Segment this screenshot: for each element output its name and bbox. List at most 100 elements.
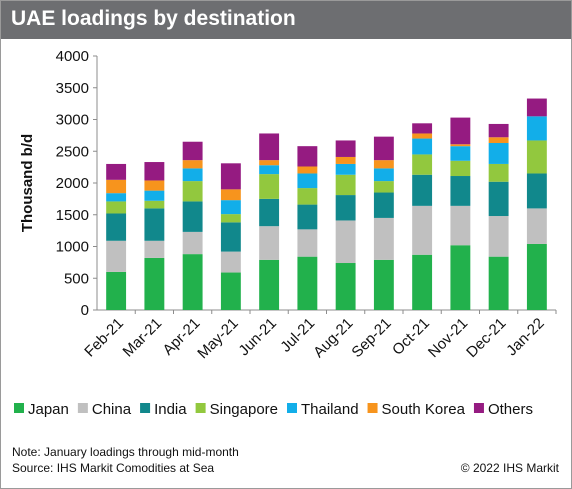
bar-segment-japan [526, 243, 547, 310]
bar-segment-singapore [182, 181, 203, 202]
copyright-text: © 2022 IHS Markit [460, 461, 559, 475]
bar-segment-china [106, 240, 127, 272]
bar-segment-japan [335, 263, 356, 310]
x-tick-label: Nov-21 [425, 315, 471, 361]
bar-segment-china [144, 240, 165, 258]
bar-segment-others [412, 123, 433, 134]
bar-segment-thailand [182, 168, 203, 182]
bar-segment-others [450, 117, 471, 145]
bar-segment-others [182, 141, 203, 161]
bar-segment-others [373, 136, 394, 161]
legend-label: Thailand [301, 401, 359, 418]
bar-segment-south-korea [220, 189, 241, 201]
x-tick-label: May-21 [194, 315, 241, 362]
bar-segment-china [335, 220, 356, 264]
bar-segment-japan [297, 256, 318, 310]
y-tick-label: 3500 [56, 80, 89, 97]
bar-segment-india [182, 201, 203, 232]
x-tick-label: Oct-21 [389, 315, 433, 359]
x-tick-label: Jan-22 [503, 315, 547, 359]
bar-segment-south-korea [412, 133, 433, 139]
bar-segment-south-korea [488, 137, 509, 143]
x-tick-label: Mar-21 [120, 315, 166, 361]
bar-segment-thailand [220, 200, 241, 215]
bar-segment-japan [259, 259, 280, 310]
y-tick-label: 500 [64, 270, 89, 287]
bar-segment-japan [144, 257, 165, 310]
bar-segment-india [220, 222, 241, 252]
bar-segment-china [488, 216, 509, 257]
x-tick-label: Dec-21 [463, 315, 509, 361]
bar-segment-thailand [144, 190, 165, 201]
bar-segment-india [450, 176, 471, 206]
bar-segment-japan [450, 245, 471, 310]
bar-segment-china [450, 205, 471, 246]
footnote: Note: January loadings through mid-month [12, 445, 239, 459]
legend-swatch [473, 403, 484, 413]
bar-segment-india [106, 213, 127, 241]
bar-segment-china [297, 229, 318, 257]
bar-segment-singapore [412, 154, 433, 175]
legend-label: Singapore [210, 401, 278, 418]
bar-segment-south-korea [297, 166, 318, 174]
bar-segment-others [488, 123, 509, 138]
bar-segment-india [144, 208, 165, 241]
bar-segment-japan [106, 271, 127, 310]
bar-segment-japan [220, 272, 241, 310]
bar-segment-singapore [526, 140, 547, 174]
bar-segment-others [220, 163, 241, 190]
bar-segment-thailand [373, 168, 394, 182]
y-tick-label: 2500 [56, 143, 89, 160]
bar-segment-singapore [259, 174, 280, 199]
bar-segment-china [182, 231, 203, 255]
bar-segment-india [488, 181, 509, 217]
y-tick-label: 4000 [56, 48, 89, 65]
bar-segment-thailand [488, 142, 509, 164]
bar-segment-thailand [412, 138, 433, 155]
legend-label: India [154, 401, 187, 418]
bar-segment-india [373, 192, 394, 218]
legend-swatch [287, 403, 297, 413]
bar-segment-others [144, 162, 165, 181]
bar-segment-south-korea [259, 160, 280, 166]
bar-segment-china [412, 205, 433, 255]
bar-segment-thailand [335, 163, 356, 175]
legend-label: Japan [28, 401, 69, 418]
legend-swatch [195, 403, 206, 413]
bar-segment-singapore [106, 201, 127, 214]
bar-segment-singapore [488, 163, 509, 182]
y-tick-label: 1500 [56, 207, 89, 224]
bar-segment-india [259, 198, 280, 227]
y-tick-label: 0 [81, 302, 89, 319]
bar-segment-thailand [450, 146, 471, 161]
source-note: Source: IHS Markit Comodities at Sea [12, 461, 215, 475]
title-bar: UAE loadings by destination [1, 1, 571, 39]
legend-swatch [140, 403, 151, 413]
bar-segment-south-korea [106, 179, 127, 194]
bar-segment-india [297, 204, 318, 230]
x-tick-label: Jun-21 [235, 315, 279, 359]
bar-segment-china [220, 251, 241, 273]
y-tick-label: 2000 [56, 175, 89, 192]
bar-segment-india [335, 195, 356, 221]
bar-segment-others [259, 133, 280, 161]
y-tick-label: 1000 [56, 239, 89, 256]
bar-segment-singapore [450, 160, 471, 177]
x-tick-label: Aug-21 [310, 315, 356, 361]
legend-label: South Korea [382, 401, 466, 418]
bar-segment-singapore [144, 200, 165, 209]
bar-segment-japan [488, 256, 509, 310]
x-tick-label: Sep-21 [348, 315, 394, 361]
bar-segment-others [106, 163, 127, 180]
bar-segment-others [335, 140, 356, 157]
bar-segment-singapore [335, 174, 356, 196]
bar-segment-south-korea [335, 156, 356, 164]
legend-label: Others [488, 401, 533, 418]
bar-segment-japan [182, 254, 203, 310]
bar-segment-south-korea [182, 160, 203, 169]
bar-segment-thailand [106, 193, 127, 202]
bar-segment-india [526, 173, 547, 209]
bar-segment-thailand [297, 173, 318, 189]
bar-segment-thailand [526, 116, 547, 141]
